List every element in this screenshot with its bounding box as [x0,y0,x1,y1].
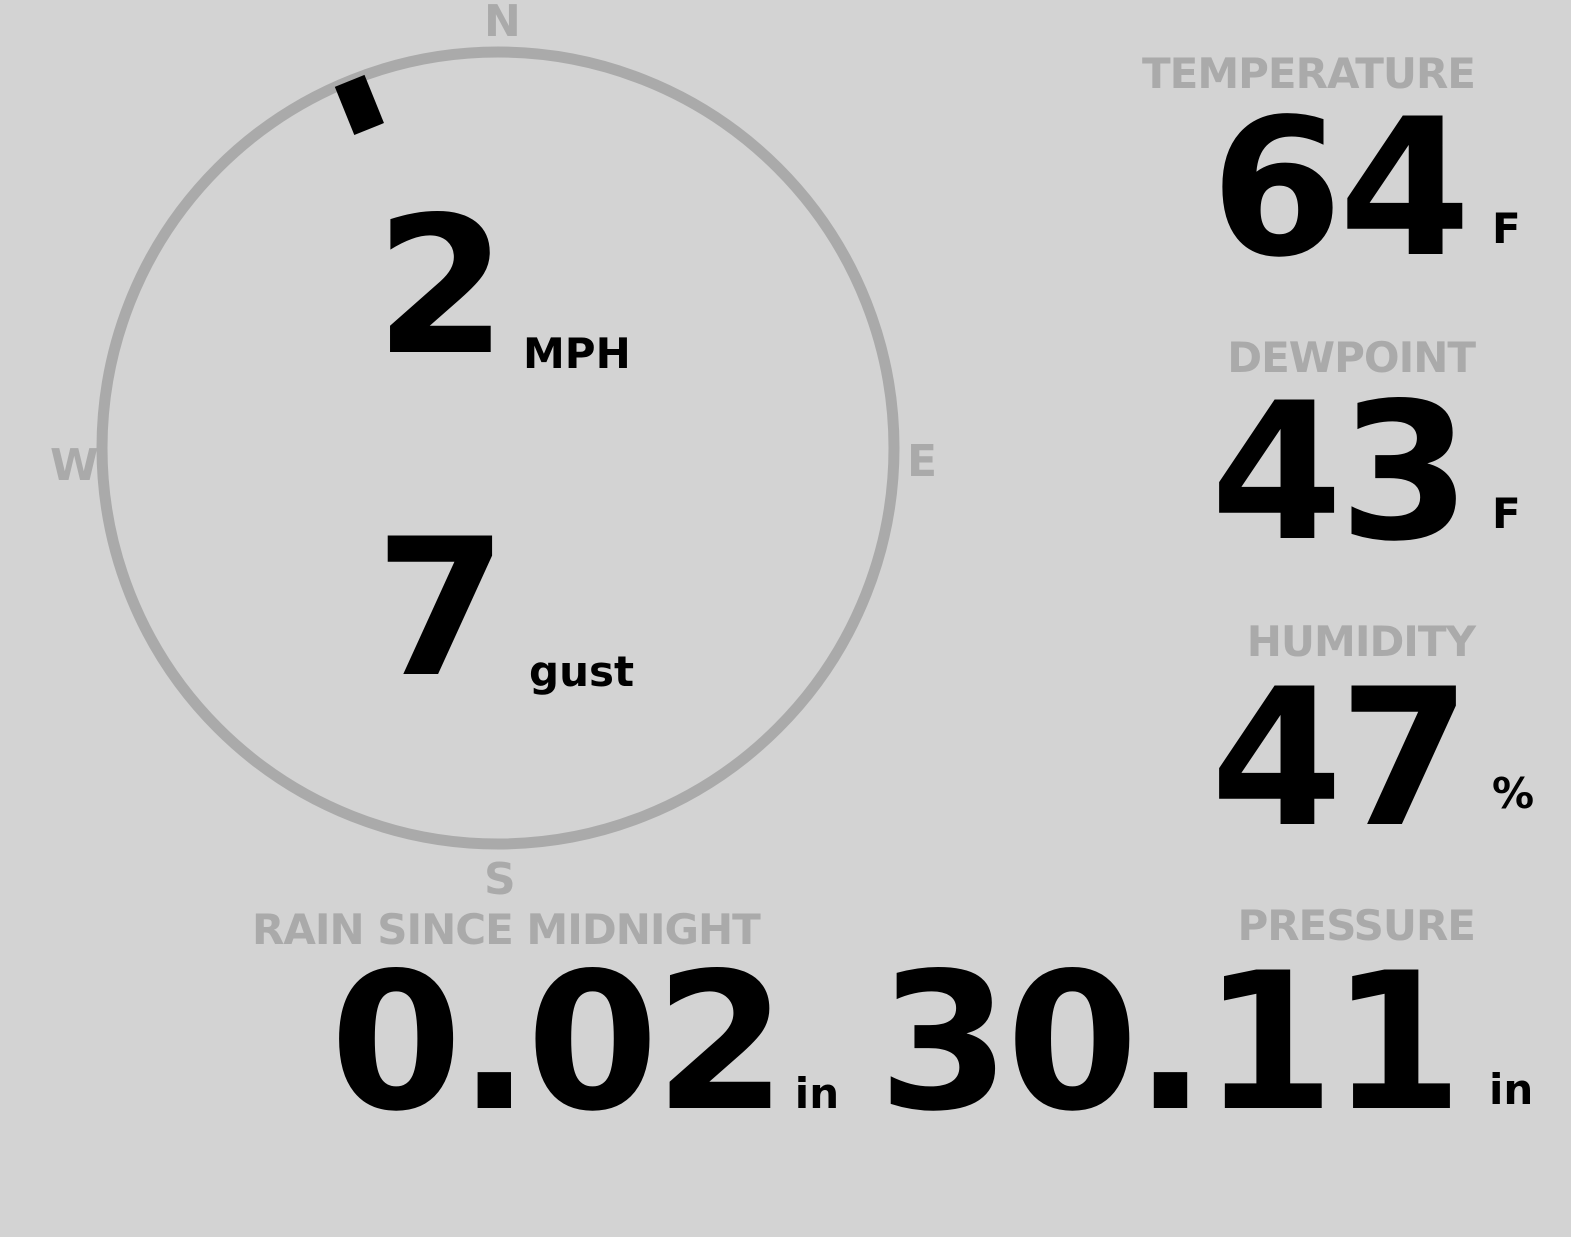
compass-south-label: S [484,854,516,905]
pressure-label: PRESSURE [1237,901,1476,950]
rain-reading: 0.02 in [330,932,840,1153]
humidity-unit: % [1492,769,1535,818]
humidity-label: HUMIDITY [1246,617,1476,666]
wind-direction-indicator [334,74,384,136]
dewpoint-value: 43 [1210,362,1471,583]
temperature-label: TEMPERATURE [1142,49,1476,98]
wind-gust-label: gust [529,647,635,696]
wind-speed-unit: MPH [523,329,631,378]
rain-label: RAIN SINCE MIDNIGHT [252,905,761,954]
rain-value: 0.02 [330,932,787,1153]
compass-west-label: W [50,440,99,491]
compass-north-label: N [484,0,521,47]
rain-unit: in [794,1069,840,1118]
compass-ring [96,46,900,850]
temperature-unit: F [1492,204,1521,253]
humidity-value: 47 [1210,648,1471,869]
dewpoint-label: DEWPOINT [1227,333,1476,382]
compass-east-label: E [907,436,938,487]
pressure-value: 30.11 [878,932,1463,1153]
pressure-unit: in [1489,1065,1534,1114]
temperature-value: 64 [1210,78,1471,299]
dewpoint-unit: F [1492,489,1521,538]
wind-speed-value: 2 [375,176,507,397]
wind-gust-value: 7 [375,498,507,719]
